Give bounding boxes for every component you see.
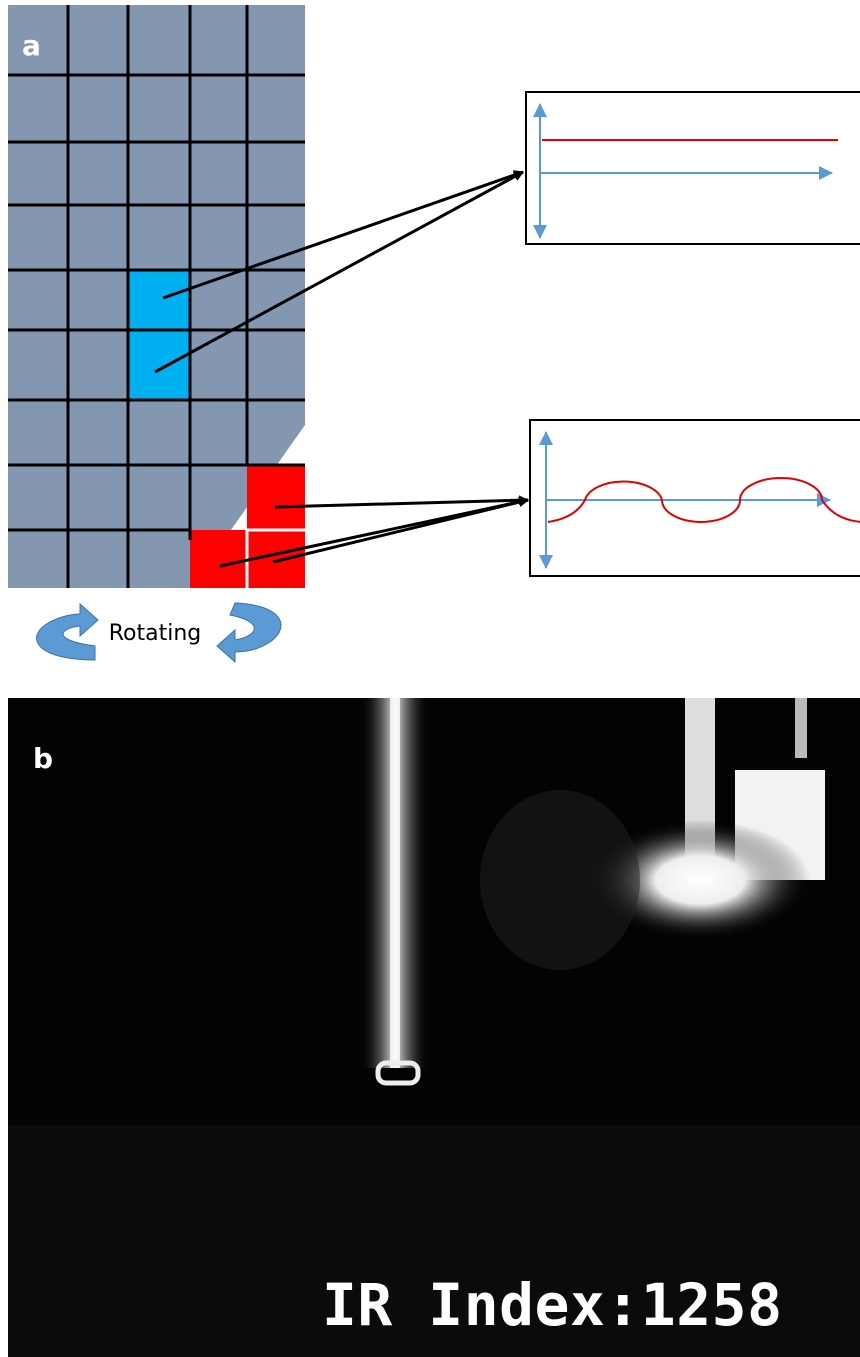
figure: a Rotating xyxy=(0,0,860,1357)
wire-core xyxy=(390,698,400,1068)
panel-label: b xyxy=(33,742,53,775)
ir-index-overlay: IR Index:1258 xyxy=(322,1271,782,1339)
panel-a: a Rotating xyxy=(8,5,860,662)
signal-box-wave xyxy=(530,420,860,576)
red-cell xyxy=(190,530,247,588)
red-cell xyxy=(247,465,305,588)
glow xyxy=(480,790,640,970)
nozzle xyxy=(795,698,807,758)
panel-label: a xyxy=(22,29,41,62)
signal-box-constant xyxy=(526,92,860,244)
panel-b: b IR Index:1258 xyxy=(8,698,860,1357)
blue-cells xyxy=(128,270,190,400)
caption: Rotating xyxy=(109,621,202,646)
